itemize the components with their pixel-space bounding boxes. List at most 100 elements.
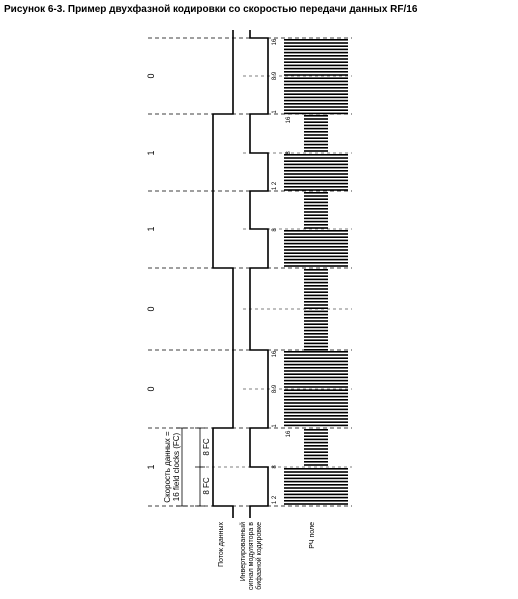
rf-carrier-bar bbox=[304, 336, 328, 338]
rf-carrier-bar bbox=[304, 304, 328, 306]
rate-label: 16 field clocks (FC) bbox=[172, 432, 181, 501]
rf-carrier-bar bbox=[284, 96, 348, 99]
rf-carrier-bar bbox=[304, 204, 328, 207]
rf-carrier-bar bbox=[304, 454, 328, 457]
rf-carrier-bar bbox=[284, 87, 348, 89]
tick-label: 1 bbox=[272, 424, 278, 428]
rf-carrier-bar bbox=[284, 367, 348, 369]
rf-carrier-bar bbox=[284, 262, 348, 264]
rf-carrier-bar bbox=[304, 435, 328, 437]
tick-label: 8 9 bbox=[272, 71, 278, 80]
bit-label: 1 bbox=[146, 464, 156, 469]
rf-carrier-bar bbox=[304, 192, 328, 194]
rf-carrier-bar bbox=[304, 147, 328, 149]
tick-label: 16 bbox=[272, 350, 278, 357]
rf-carrier-bar bbox=[284, 360, 348, 363]
rf-carrier-bar bbox=[284, 186, 348, 188]
rf-carrier-bar bbox=[304, 448, 328, 450]
rf-carrier-bar bbox=[284, 265, 348, 267]
rf-carrier-bar bbox=[284, 402, 348, 404]
rf-field-waveform bbox=[284, 39, 348, 505]
rf-carrier-bar bbox=[304, 326, 328, 329]
rf-carrier-bar bbox=[304, 121, 328, 123]
rate-bracket bbox=[176, 427, 205, 507]
rf-carrier-bar bbox=[304, 195, 328, 197]
rf-carrier-bar bbox=[304, 342, 328, 345]
inverted-signal-label: Инвертированный bbox=[239, 522, 247, 581]
rf-carrier-bar bbox=[284, 71, 348, 73]
data-stream-label: Поток данных bbox=[218, 522, 225, 568]
rf-carrier-bar bbox=[304, 441, 328, 444]
rf-carrier-bar bbox=[304, 438, 328, 441]
rf-carrier-bar bbox=[284, 389, 348, 391]
rf-carrier-bar bbox=[304, 214, 328, 216]
tick-label: 16 bbox=[286, 430, 292, 437]
rf-carrier-bar bbox=[284, 48, 348, 51]
inverted-signal-label: сигнал модулятора в bbox=[248, 522, 255, 590]
rf-carrier-bar bbox=[284, 357, 348, 359]
tick-label: 8 bbox=[286, 151, 292, 155]
rf-carrier-bar bbox=[284, 170, 348, 172]
rf-carrier-bar bbox=[284, 477, 348, 480]
rf-carrier-bar bbox=[284, 112, 348, 115]
rf-carrier-bar bbox=[304, 220, 328, 223]
rf-carrier-bar bbox=[284, 166, 348, 169]
rf-carrier-bar bbox=[284, 42, 348, 44]
rf-carrier-bar bbox=[284, 90, 348, 92]
rf-carrier-bar bbox=[284, 55, 348, 57]
tick-labels: 16 8 9 1 16 8 1 2 8 16 8 9 1 16 8 1 2 bbox=[272, 38, 292, 504]
rf-carrier-bar bbox=[284, 383, 348, 385]
rf-carrier-bar bbox=[284, 173, 348, 175]
rf-carrier-bar bbox=[284, 480, 348, 483]
rf-carrier-bar bbox=[304, 275, 328, 277]
rf-carrier-bar bbox=[304, 432, 328, 434]
rf-carrier-bar bbox=[304, 310, 328, 313]
tick-label: 1 2 bbox=[272, 495, 278, 504]
rf-carrier-bar bbox=[284, 379, 348, 382]
rf-carrier-bar bbox=[284, 411, 348, 414]
rf-carrier-bar bbox=[284, 421, 348, 423]
rf-carrier-bar bbox=[284, 80, 348, 83]
half-period-label: 8 FC bbox=[202, 438, 211, 456]
rf-carrier-bar bbox=[284, 373, 348, 375]
rf-carrier-bar bbox=[304, 307, 328, 309]
rf-carrier-bar bbox=[304, 291, 328, 293]
rf-carrier-bar bbox=[284, 474, 348, 476]
figure-caption: Рисунок 6-3. Пример двухфазной кодировки… bbox=[4, 4, 418, 15]
rf-carrier-bar bbox=[284, 249, 348, 251]
rf-carrier-bar bbox=[284, 163, 348, 166]
rf-carrier-bar bbox=[284, 376, 348, 379]
rf-carrier-bar bbox=[304, 118, 328, 120]
rf-carrier-bar bbox=[284, 351, 348, 353]
rf-carrier-bar bbox=[284, 176, 348, 178]
rate-label: Скорость данных = bbox=[163, 431, 172, 503]
rf-carrier-bar bbox=[304, 137, 328, 139]
rf-carrier-bar bbox=[284, 233, 348, 235]
rf-carrier-bar bbox=[284, 77, 348, 79]
rf-carrier-bar bbox=[304, 224, 328, 226]
rf-carrier-bar bbox=[284, 154, 348, 156]
rf-carrier-bar bbox=[284, 103, 348, 105]
rf-carrier-bar bbox=[304, 464, 328, 466]
rf-carrier-bar bbox=[284, 230, 348, 232]
rf-carrier-bar bbox=[304, 134, 328, 136]
bit-label: 1 bbox=[146, 226, 156, 231]
rf-carrier-bar bbox=[284, 408, 348, 411]
rf-carrier-bar bbox=[304, 349, 328, 351]
rf-carrier-bar bbox=[284, 418, 348, 420]
rf-carrier-bar bbox=[284, 386, 348, 388]
rf-carrier-bar bbox=[284, 252, 348, 254]
rf-carrier-bar bbox=[304, 201, 328, 204]
tick-label: 8 bbox=[272, 228, 278, 232]
rf-carrier-bar bbox=[284, 106, 348, 108]
rf-carrier-bar bbox=[304, 281, 328, 284]
rf-carrier-bar bbox=[304, 301, 328, 303]
rf-carrier-bar bbox=[304, 313, 328, 316]
rf-carrier-bar bbox=[284, 468, 348, 470]
rf-carrier-bar bbox=[284, 67, 348, 70]
rf-carrier-bar bbox=[304, 208, 328, 210]
rf-carrier-bar bbox=[284, 496, 348, 499]
rf-carrier-bar bbox=[304, 269, 328, 271]
bit-label: 0 bbox=[146, 306, 156, 311]
